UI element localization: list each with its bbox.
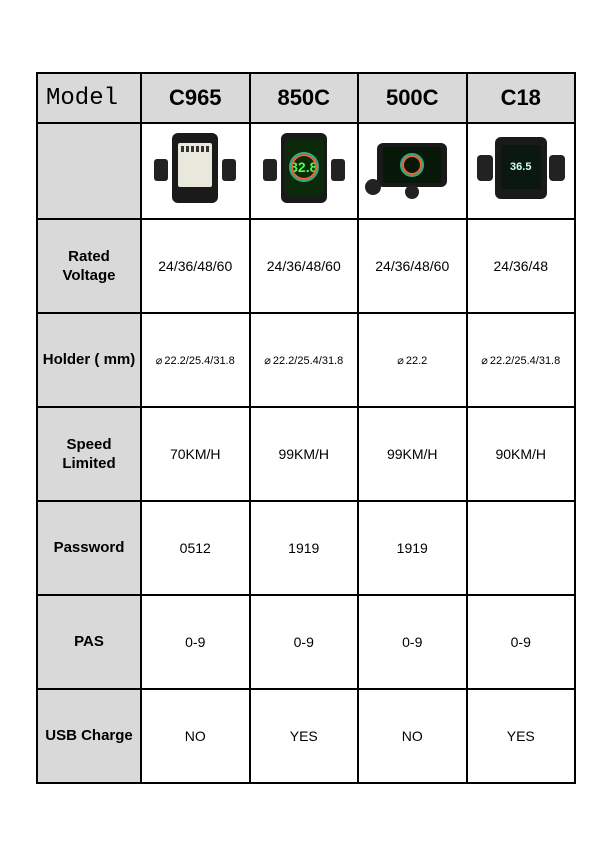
label-speed: Speed Limited xyxy=(37,407,141,501)
col-header-500c: 500C xyxy=(358,73,467,123)
cell-usb-850c: YES xyxy=(250,689,359,783)
label-pas: PAS xyxy=(37,595,141,689)
cell-password-c965: 0512 xyxy=(141,501,250,595)
cell-holder-c18: 22.2/25.4/31.8 xyxy=(467,313,576,407)
cell-pas-500c: 0-9 xyxy=(358,595,467,689)
cell-usb-500c: NO xyxy=(358,689,467,783)
cell-holder-500c: 22.2 xyxy=(358,313,467,407)
cell-speed-c18: 90KM/H xyxy=(467,407,576,501)
label-password: Password xyxy=(37,501,141,595)
image-row-label xyxy=(37,123,141,219)
row-speed: Speed Limited 70KM/H 99KM/H 99KM/H 90KM/… xyxy=(37,407,575,501)
cell-usb-c965: NO xyxy=(141,689,250,783)
label-usb: USB Charge xyxy=(37,689,141,783)
cell-pas-850c: 0-9 xyxy=(250,595,359,689)
cell-pas-c965: 0-9 xyxy=(141,595,250,689)
comparison-table: Model C965 850C 500C C18 32.8 xyxy=(36,72,576,784)
image-row: 32.8 36.5 xyxy=(37,123,575,219)
label-rated-voltage: Rated Voltage xyxy=(37,219,141,313)
cell-speed-c965: 70KM/H xyxy=(141,407,250,501)
cell-speed-850c: 99KM/H xyxy=(250,407,359,501)
comparison-table-container: Model C965 850C 500C C18 32.8 xyxy=(36,72,576,784)
cell-voltage-c18: 24/36/48 xyxy=(467,219,576,313)
row-rated-voltage: Rated Voltage 24/36/48/60 24/36/48/60 24… xyxy=(37,219,575,313)
image-500c xyxy=(358,123,467,219)
display-icon-c965 xyxy=(160,129,230,209)
row-pas: PAS 0-9 0-9 0-9 0-9 xyxy=(37,595,575,689)
cell-usb-c18: YES xyxy=(467,689,576,783)
cell-voltage-850c: 24/36/48/60 xyxy=(250,219,359,313)
image-c18: 36.5 xyxy=(467,123,576,219)
cell-holder-c965: 22.2/25.4/31.8 xyxy=(141,313,250,407)
cell-voltage-c965: 24/36/48/60 xyxy=(141,219,250,313)
cell-pas-c18: 0-9 xyxy=(467,595,576,689)
cell-speed-500c: 99KM/H xyxy=(358,407,467,501)
cell-password-500c: 1919 xyxy=(358,501,467,595)
row-usb: USB Charge NO YES NO YES xyxy=(37,689,575,783)
display-icon-c18: 36.5 xyxy=(481,131,561,207)
col-header-c965: C965 xyxy=(141,73,250,123)
label-holder: Holder ( mm) xyxy=(37,313,141,407)
image-850c: 32.8 xyxy=(250,123,359,219)
col-header-c18: C18 xyxy=(467,73,576,123)
cell-voltage-500c: 24/36/48/60 xyxy=(358,219,467,313)
cell-password-850c: 1919 xyxy=(250,501,359,595)
header-row: Model C965 850C 500C C18 xyxy=(37,73,575,123)
row-password: Password 0512 1919 1919 xyxy=(37,501,575,595)
col-header-850c: 850C xyxy=(250,73,359,123)
row-holder: Holder ( mm) 22.2/25.4/31.8 22.2/25.4/31… xyxy=(37,313,575,407)
cell-holder-850c: 22.2/25.4/31.8 xyxy=(250,313,359,407)
display-icon-500c xyxy=(367,137,457,201)
model-header: Model xyxy=(37,73,141,123)
cell-password-c18 xyxy=(467,501,576,595)
image-c965 xyxy=(141,123,250,219)
display-icon-850c: 32.8 xyxy=(269,129,339,209)
